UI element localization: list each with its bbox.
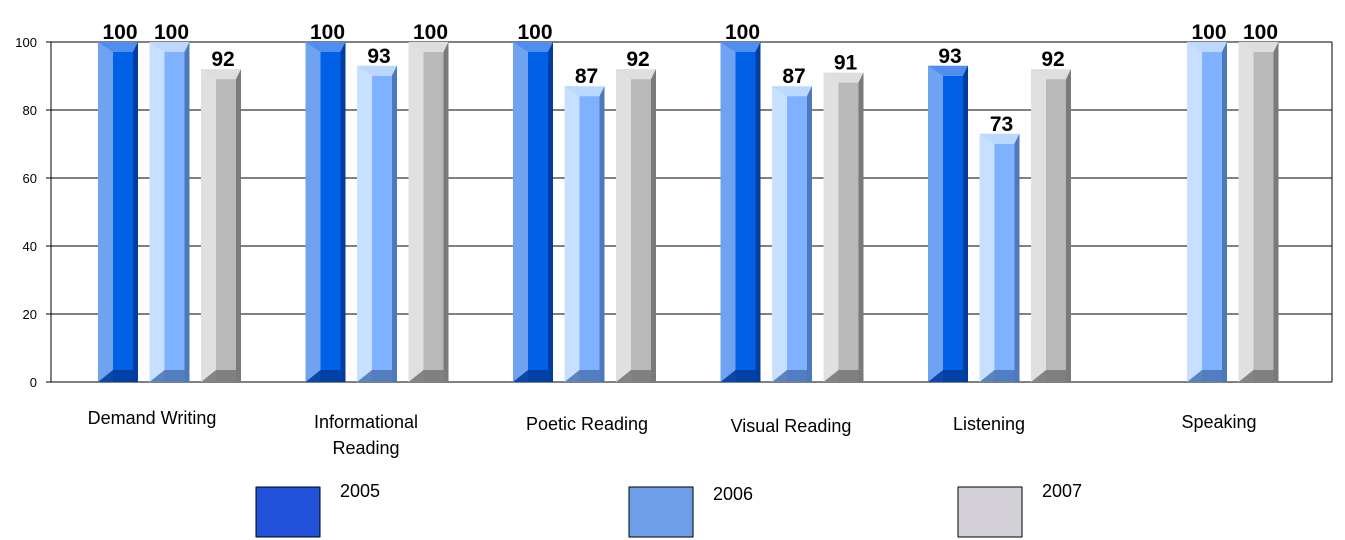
category-label: Visual Reading (731, 416, 852, 436)
category-label: Speaking (1181, 412, 1256, 432)
bar (98, 42, 138, 382)
data-label: 92 (626, 48, 649, 71)
data-label: 93 (938, 45, 961, 68)
data-label: 100 (725, 21, 760, 44)
bar (616, 69, 656, 382)
bar (408, 42, 449, 382)
data-label: 87 (782, 65, 805, 88)
bar (149, 42, 190, 382)
bar (823, 72, 864, 382)
y-tick-label: 100 (15, 35, 37, 50)
bar (564, 86, 605, 382)
legend-swatch (957, 486, 1023, 538)
legend-swatch (628, 486, 694, 538)
bar (1187, 42, 1227, 382)
y-axis-ticks: 0 20 40 60 80 100 (15, 35, 51, 390)
legend-label: 2007 (1042, 481, 1082, 501)
y-tick-label: 60 (23, 171, 37, 186)
data-label: 100 (102, 21, 137, 44)
data-label: 100 (310, 21, 345, 44)
bar (979, 133, 1020, 382)
data-label: 87 (575, 65, 598, 88)
legend-item: 2006 (628, 484, 753, 538)
data-label: 100 (413, 21, 448, 44)
bars (98, 42, 1279, 383)
data-label: 91 (834, 52, 858, 75)
category-label: Informational (314, 412, 418, 432)
data-label: 93 (367, 45, 390, 68)
data-label: 92 (1041, 48, 1064, 71)
bar (720, 42, 761, 382)
legend-item: 2007 (957, 481, 1082, 538)
y-tick-label: 80 (23, 103, 37, 118)
y-tick-label: 20 (23, 307, 37, 322)
category-labels: Demand Writing Informational Reading Poetic… (88, 408, 1257, 458)
data-label: 100 (1191, 21, 1226, 44)
legend-label: 2006 (713, 484, 753, 504)
y-tick-label: 40 (23, 239, 37, 254)
data-label: 100 (1243, 21, 1278, 44)
category-label: Demand Writing (88, 408, 217, 428)
category-label: Reading (332, 438, 399, 458)
category-label: Poetic Reading (526, 414, 648, 434)
bar (305, 42, 346, 382)
legend-item: 2005 (255, 481, 380, 538)
y-tick-label: 0 (30, 375, 37, 390)
category-label: Listening (953, 414, 1025, 434)
legend-swatch (255, 486, 321, 538)
legend: 2005 2006 2007 (255, 481, 1082, 538)
bar (928, 65, 968, 383)
bar (513, 42, 553, 382)
bar (201, 69, 241, 382)
data-labels: 100 100 92 100 93 100 100 87 92 100 87 91 93 73 92 100 1… (102, 21, 1278, 136)
data-label: 73 (990, 113, 1013, 136)
bar (1238, 42, 1279, 382)
data-label: 92 (211, 48, 234, 71)
legend-label: 2005 (340, 481, 380, 501)
bar (772, 86, 812, 382)
bar (357, 65, 397, 383)
gridlines (50, 41, 1333, 383)
data-label: 100 (154, 21, 189, 44)
bar (1031, 69, 1071, 382)
data-label: 100 (517, 21, 552, 44)
